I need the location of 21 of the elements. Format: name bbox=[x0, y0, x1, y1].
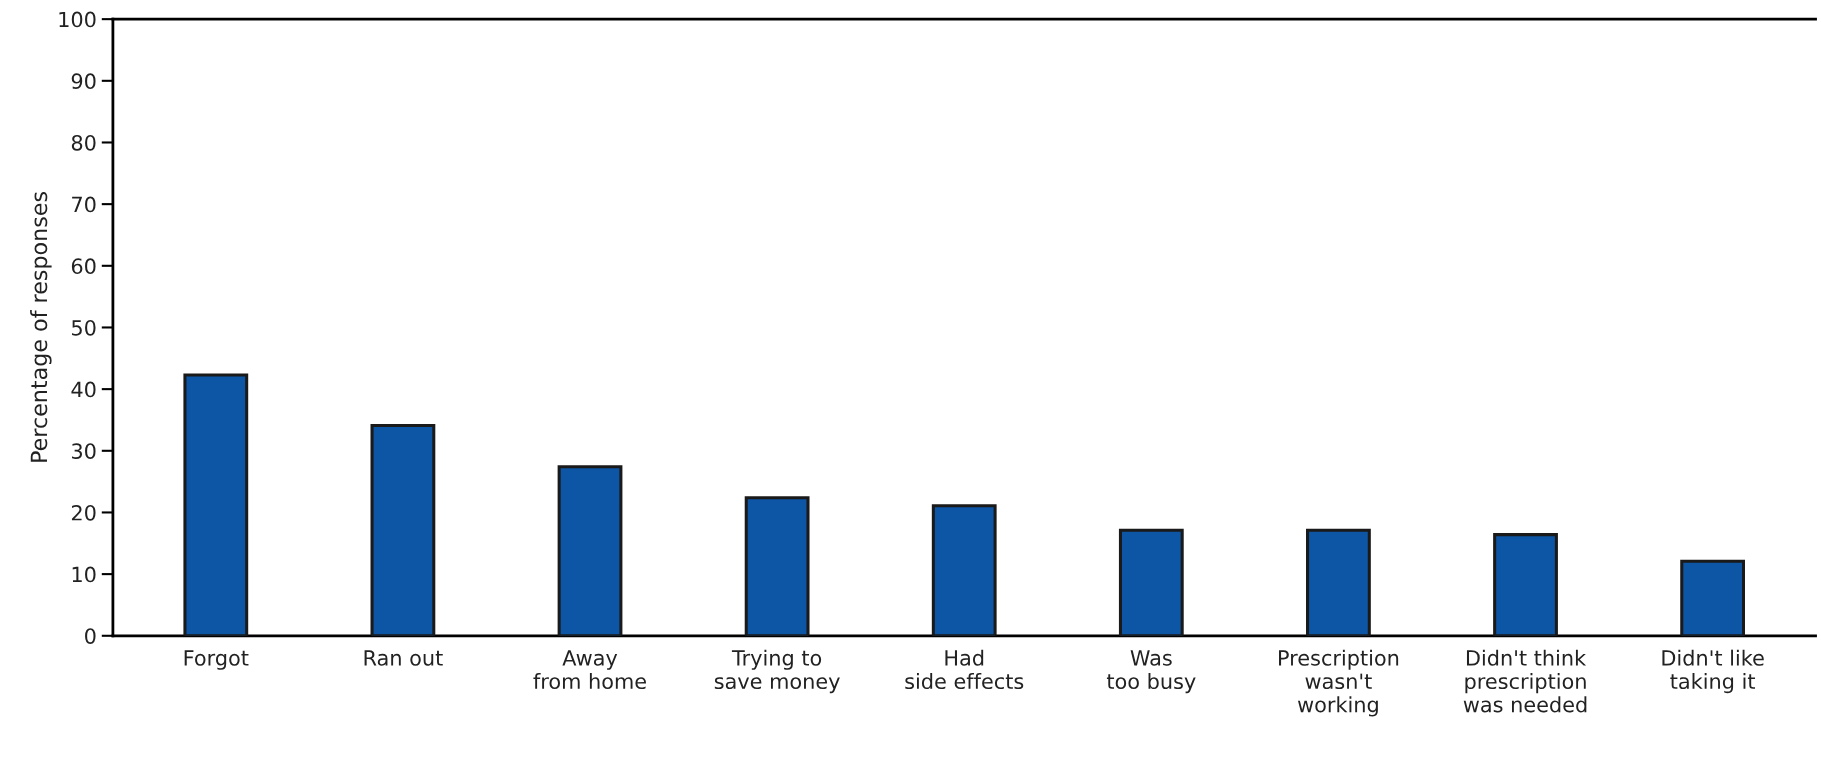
x-tick-label: Prescription wasn't working bbox=[1279, 649, 1399, 717]
y-tick-label: 0 bbox=[85, 628, 96, 644]
x-tick-label: Ran out bbox=[364, 650, 443, 666]
y-axis-title: Percentage of responses bbox=[30, 192, 52, 462]
y-tick-label: 20 bbox=[71, 504, 96, 521]
x-tick-label: Didn't think prescription was needed bbox=[1463, 649, 1587, 713]
x-tick-label: Away from home bbox=[533, 650, 646, 690]
y-tick-label: 100 bbox=[59, 11, 96, 28]
y-tick-label: 90 bbox=[71, 73, 96, 90]
y-tick-label: 60 bbox=[71, 258, 96, 275]
x-tick-label: Trying to save money bbox=[714, 649, 840, 694]
y-tick-label: 10 bbox=[72, 566, 96, 583]
x-tick-label: Didn't like taking it bbox=[1662, 649, 1764, 694]
x-tick-label: Forgot bbox=[184, 650, 249, 670]
y-tick-label: 80 bbox=[71, 134, 96, 151]
y-tick-label: 50 bbox=[72, 319, 96, 336]
x-tick-label: Had side effects bbox=[905, 649, 1024, 690]
x-tick-label: Was too busy bbox=[1106, 650, 1196, 694]
y-tick-label: 70 bbox=[72, 196, 96, 213]
y-tick-label: 30 bbox=[72, 443, 96, 459]
y-tick-label: 40 bbox=[71, 381, 96, 398]
